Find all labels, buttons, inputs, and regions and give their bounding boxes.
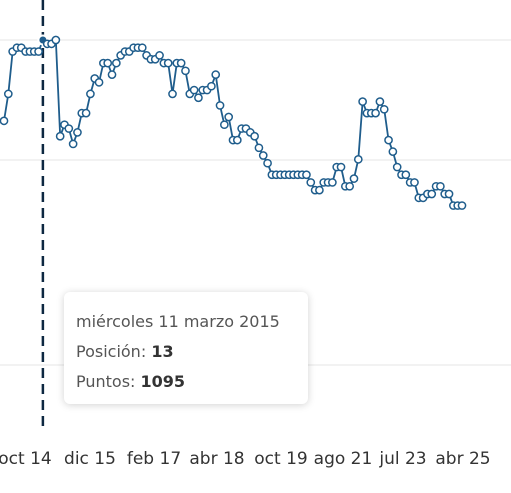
x-axis-tick-labels: oct 14 dic 15 feb 17 abr 18 oct 19 ago 21 jul … (0, 449, 491, 469)
data-point[interactable] (392, 162, 402, 172)
x-tick-label: dic 15 (64, 449, 116, 469)
tooltip-points-label: Puntos: (76, 372, 136, 391)
data-point[interactable] (3, 89, 13, 99)
data-point[interactable] (181, 66, 190, 76)
tooltip-position-label: Posición: (76, 342, 147, 361)
data-point[interactable] (315, 185, 324, 195)
data-point[interactable] (263, 158, 272, 168)
data-point[interactable] (34, 47, 43, 56)
data-point[interactable] (375, 97, 385, 106)
data-point[interactable] (220, 120, 229, 130)
data-point[interactable] (353, 155, 363, 164)
data-point[interactable] (189, 85, 199, 95)
data-point[interactable] (103, 58, 113, 68)
data-point[interactable] (137, 43, 147, 53)
x-tick-label: feb 17 (127, 449, 181, 469)
data-point[interactable] (328, 178, 337, 187)
data-point[interactable] (427, 189, 437, 199)
data-point[interactable] (81, 108, 91, 118)
data-point[interactable] (68, 139, 78, 149)
x-tick-label: jul 23 (378, 449, 426, 469)
data-point[interactable] (224, 112, 234, 122)
series-line (3, 38, 462, 207)
data-point[interactable] (107, 70, 117, 80)
data-point[interactable] (410, 178, 419, 187)
data-points (0, 34, 467, 210)
data-point[interactable] (232, 135, 242, 145)
data-point[interactable] (168, 89, 177, 99)
x-tick-label: oct 14 (0, 449, 52, 469)
tooltip-position-value: 13 (151, 342, 174, 361)
tooltip-position-row: Posición: 13 (76, 337, 296, 367)
data-point[interactable] (258, 151, 268, 160)
data-point[interactable] (163, 58, 173, 68)
data-point[interactable] (336, 162, 346, 172)
tooltip-points-value: 1095 (140, 372, 186, 391)
data-point[interactable] (86, 89, 95, 99)
data-point[interactable] (358, 97, 367, 106)
data-point[interactable] (345, 181, 355, 191)
data-point[interactable] (215, 101, 225, 110)
data-point[interactable] (155, 51, 164, 60)
data-point[interactable] (64, 124, 74, 133)
hover-tooltip: miércoles 11 marzo 2015 Posición: 13 Pun… (64, 292, 308, 404)
data-point[interactable] (0, 116, 9, 126)
data-point[interactable] (379, 104, 389, 114)
x-tick-label: ago 21 (314, 449, 373, 469)
data-point[interactable] (51, 35, 61, 45)
data-point[interactable] (457, 201, 467, 210)
data-point[interactable] (211, 70, 221, 80)
x-tick-label: abr 25 (435, 449, 490, 469)
data-point[interactable] (194, 93, 203, 103)
x-tick-label: oct 19 (254, 449, 307, 469)
data-point[interactable] (436, 181, 445, 191)
x-tick-label: abr 18 (189, 449, 244, 469)
data-point[interactable] (55, 131, 65, 141)
data-point[interactable] (306, 178, 316, 187)
data-point[interactable] (371, 108, 380, 118)
data-point[interactable] (176, 58, 186, 68)
data-point[interactable] (111, 58, 121, 68)
data-point[interactable] (302, 170, 311, 180)
tooltip-points-row: Puntos: 1095 (76, 367, 296, 397)
data-point[interactable] (250, 131, 259, 141)
data-point[interactable] (401, 170, 411, 180)
tooltip-date: miércoles 11 marzo 2015 (76, 312, 280, 331)
data-point[interactable] (384, 135, 393, 145)
data-point[interactable] (254, 143, 264, 153)
data-point[interactable] (73, 128, 82, 137)
data-point[interactable] (388, 147, 398, 156)
data-point[interactable] (349, 174, 359, 183)
data-point[interactable] (94, 78, 104, 87)
data-point[interactable] (207, 81, 216, 91)
data-point[interactable] (444, 189, 454, 199)
